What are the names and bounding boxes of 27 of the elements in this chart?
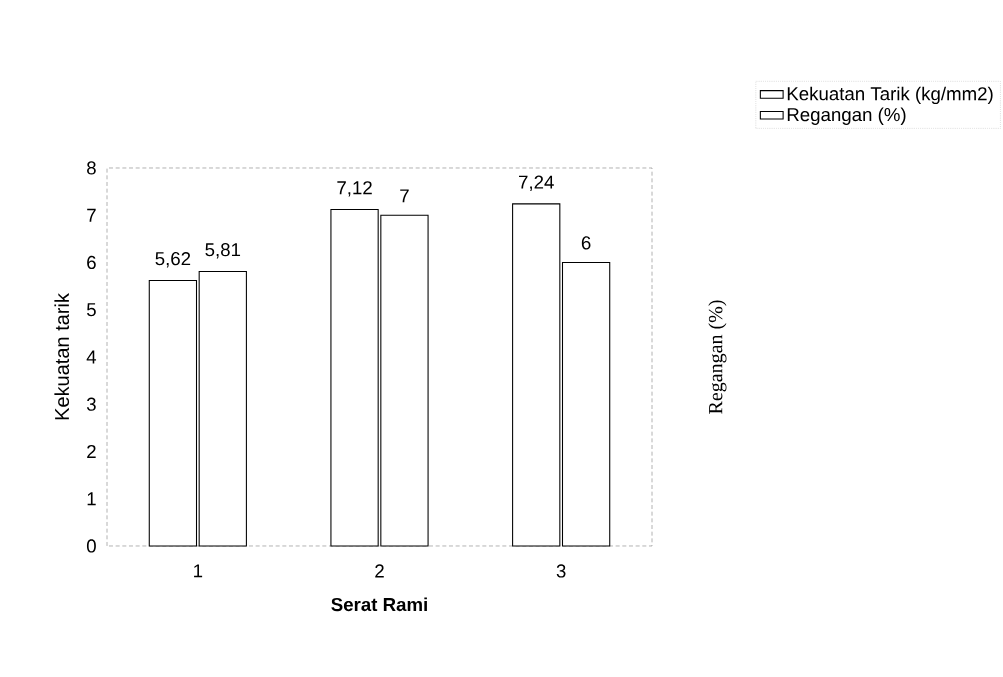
x-tick-label: 1 [194, 564, 203, 578]
bar [148, 279, 198, 547]
y-tick-label: 4 [86, 350, 97, 364]
x-axis-title: Serat Rami [331, 597, 427, 612]
y-tick-label: 6 [87, 255, 96, 270]
data-label: 7,12 [337, 181, 372, 197]
y-tick-label: 1 [87, 492, 96, 506]
y-tick-label: 0 [86, 539, 96, 553]
y-tick-label: 5 [86, 303, 96, 317]
legend-label: Kekuatan Tarik (kg/mm2) [787, 86, 993, 105]
y-axis-title: Kekuatan tarik [54, 293, 70, 420]
data-label: 7,24 [519, 175, 554, 191]
data-label: 5,81 [205, 243, 241, 259]
y-tick-label: 8 [87, 161, 96, 175]
bar [512, 203, 561, 547]
data-label: 5,62 [155, 252, 191, 268]
data-label: 7 [400, 189, 409, 203]
y2-axis-title: Regangan (%) [708, 300, 727, 414]
y-tick-label: 3 [86, 397, 96, 411]
legend-label: Regangan (%) [787, 107, 906, 125]
bar [198, 270, 247, 547]
x-tick-label: 2 [375, 564, 384, 578]
bar [561, 261, 611, 547]
y-tick-label: 2 [87, 444, 96, 458]
y-tick-label: 7 [87, 208, 96, 222]
x-tick-label: 3 [556, 564, 566, 578]
data-label: 6 [581, 236, 591, 250]
